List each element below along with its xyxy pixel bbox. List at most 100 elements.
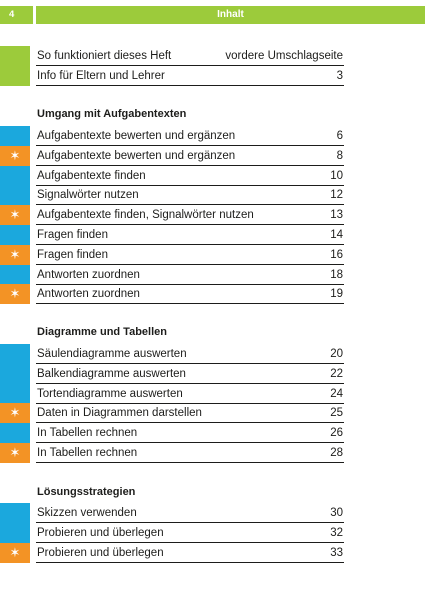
- toc-entry-page: 22: [330, 367, 343, 380]
- toc-entry-label: Daten in Diagrammen darstellen: [37, 407, 202, 420]
- toc-entry-label: Antworten zuordnen: [37, 288, 140, 301]
- toc-entry-label: So funktioniert dieses Heft: [37, 50, 172, 62]
- divider: [36, 224, 344, 226]
- toc-entry-page: 32: [330, 526, 343, 539]
- toc-entry-page: 33: [330, 546, 343, 559]
- toc-entry[interactable]: Fragen finden 14: [0, 225, 425, 245]
- toc-entry[interactable]: Probieren und überlegen 32: [0, 522, 425, 543]
- toc-entry[interactable]: Aufgabentexte finden 10: [0, 165, 425, 186]
- star-icon: ✶: [9, 207, 21, 223]
- toc-entry-label: Balkendiagramme auswerten: [37, 367, 186, 380]
- blue-marker: [0, 383, 30, 404]
- toc-entry-label: Aufgabentexte bewerten und ergänzen: [37, 130, 236, 142]
- toc-entry-page: 3: [336, 70, 343, 82]
- toc-entry-page: 13: [330, 209, 343, 222]
- divider: [36, 303, 344, 305]
- divider: [36, 263, 344, 265]
- toc-entry-label: Antworten zuordnen: [37, 268, 140, 281]
- toc-entry[interactable]: Antworten zuordnen 18: [0, 264, 425, 285]
- section-title: Umgang mit Aufgabentexten: [37, 108, 187, 120]
- toc-entry-label: Säulendiagramme auswerten: [37, 348, 187, 360]
- toc-entry-page: 19: [330, 288, 343, 301]
- toc-entry[interactable]: Balkendiagramme auswerten 22: [0, 363, 425, 384]
- divider: [36, 402, 344, 404]
- orange-marker: ✶: [0, 403, 30, 424]
- toc-entry-label: Tortendiagramme auswerten: [37, 387, 183, 400]
- divider: [36, 382, 344, 384]
- toc-entry[interactable]: Aufgabentexte bewerten und ergänzen 6: [0, 126, 425, 146]
- toc-entry-label: In Tabellen rechnen: [37, 427, 138, 440]
- blue-marker: [0, 423, 30, 444]
- section-title: Diagramme und Tabellen: [37, 326, 167, 338]
- toc-entry-page: 30: [330, 507, 343, 519]
- divider: [36, 145, 344, 146]
- divider: [36, 522, 344, 523]
- orange-marker: ✶: [0, 443, 30, 463]
- toc-entry-page: 24: [330, 387, 343, 400]
- page-number: 4: [0, 6, 33, 24]
- toc-entry-label: Info für Eltern und Lehrer: [37, 70, 165, 82]
- section-title: Lösungsstrategien: [37, 486, 136, 498]
- divider: [36, 244, 344, 245]
- orange-marker: ✶: [0, 284, 30, 305]
- divider: [36, 283, 344, 285]
- toc-entry[interactable]: ✶ Fragen finden 16: [0, 244, 425, 265]
- toc-entry-page: 20: [330, 348, 343, 360]
- blue-marker: [0, 225, 30, 245]
- divider: [36, 85, 344, 86]
- toc-entry-page: 18: [330, 268, 343, 281]
- green-marker: [0, 66, 30, 86]
- star-icon: ✶: [9, 405, 21, 421]
- toc-entry[interactable]: Säulendiagramme auswerten 20: [0, 344, 425, 364]
- toc-entry[interactable]: Tortendiagramme auswerten 24: [0, 383, 425, 404]
- toc-entry[interactable]: ✶ Aufgabentexte bewerten und ergänzen 8: [0, 145, 425, 166]
- divider: [36, 442, 344, 444]
- toc-entry-page: 26: [330, 427, 343, 440]
- divider: [36, 462, 344, 463]
- toc-entry-label: Probieren und überlegen: [37, 546, 164, 559]
- blue-marker: [0, 522, 30, 543]
- divider: [36, 363, 344, 364]
- toc-entry-intro[interactable]: Info für Eltern und Lehrer 3: [0, 66, 425, 86]
- toc-entry[interactable]: Signalwörter nutzen 12: [0, 185, 425, 206]
- toc-entry[interactable]: ✶ Aufgabentexte finden, Signalwörter nutz…: [0, 205, 425, 226]
- toc-entry-label: Probieren und überlegen: [37, 526, 164, 539]
- green-marker: [0, 46, 30, 66]
- divider: [36, 65, 344, 66]
- blue-marker: [0, 363, 30, 384]
- page-title: Inhalt: [36, 6, 425, 24]
- toc-entry-label: Fragen finden: [37, 248, 108, 261]
- page-header: 4 Inhalt: [0, 0, 425, 24]
- toc-entry-page: 28: [330, 447, 343, 459]
- star-icon: ✶: [9, 246, 21, 262]
- blue-marker: [0, 185, 30, 206]
- star-icon: ✶: [9, 286, 21, 302]
- toc-entry[interactable]: Skizzen verwenden 30: [0, 503, 425, 523]
- toc-entry[interactable]: ✶ Daten in Diagrammen darstellen 25: [0, 403, 425, 424]
- toc-entry[interactable]: In Tabellen rechnen 26: [0, 423, 425, 444]
- orange-marker: ✶: [0, 542, 30, 563]
- blue-marker: [0, 165, 30, 186]
- divider: [36, 561, 344, 563]
- divider: [36, 422, 344, 424]
- toc-entry[interactable]: ✶ Probieren und überlegen 33: [0, 542, 425, 563]
- toc-entry-label: Skizzen verwenden: [37, 507, 137, 519]
- toc-entry-intro[interactable]: So funktioniert dieses Heft vordere Umsc…: [0, 46, 425, 66]
- divider: [36, 204, 344, 206]
- toc-entry-page: 14: [330, 229, 343, 241]
- toc-entry-label: Aufgabentexte finden: [37, 169, 146, 182]
- toc-entry-page: 6: [336, 130, 343, 142]
- toc-entry[interactable]: ✶ In Tabellen rechnen 28: [0, 443, 425, 463]
- orange-marker: ✶: [0, 205, 30, 226]
- toc-entry[interactable]: ✶ Antworten zuordnen 19: [0, 284, 425, 305]
- blue-marker: [0, 264, 30, 285]
- toc-entry-page: vordere Umschlagseite: [225, 50, 343, 62]
- star-icon: ✶: [9, 147, 21, 163]
- orange-marker: ✶: [0, 244, 30, 265]
- blue-marker: [0, 344, 30, 364]
- toc-entry-page: 10: [330, 169, 343, 182]
- orange-marker: ✶: [0, 145, 30, 166]
- toc-entry-page: 16: [330, 248, 343, 261]
- toc-entry-label: Aufgabentexte bewerten und ergänzen: [37, 149, 236, 162]
- blue-marker: [0, 126, 30, 146]
